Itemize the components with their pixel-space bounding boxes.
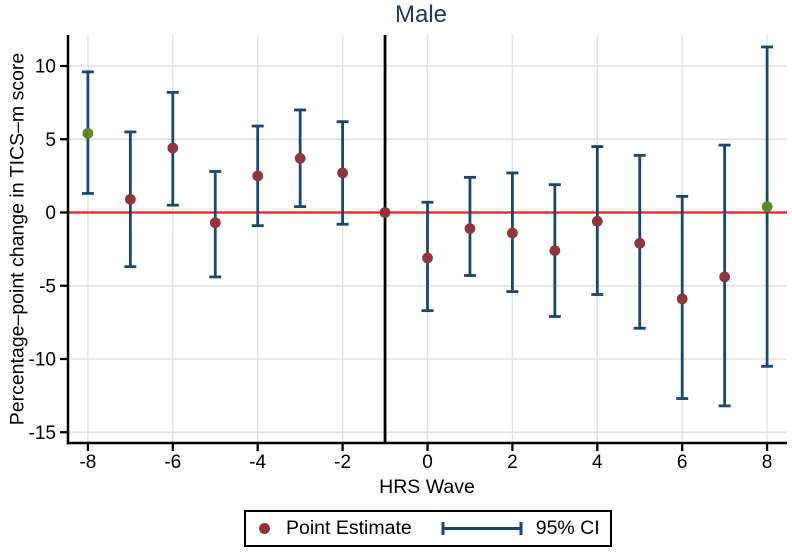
x-tick-label: 8 [762, 452, 773, 473]
point-marker [209, 217, 221, 229]
x-tick-label: -2 [334, 452, 351, 473]
point-marker [591, 215, 603, 227]
ci-legend-glyph [441, 522, 523, 535]
x-tick-label: -6 [164, 452, 181, 473]
legend: Point Estimate 95% CI [244, 510, 612, 547]
y-tick-label: -10 [29, 350, 56, 371]
chart-title: Male [394, 1, 448, 28]
x-tick-label: 6 [677, 452, 688, 473]
point-marker [549, 245, 561, 256]
x-axis-label: HRS Wave [379, 476, 475, 498]
point-marker [167, 142, 179, 154]
point-marker [124, 193, 136, 205]
y-tick-label: -15 [29, 423, 56, 444]
point-marker [422, 252, 433, 264]
point-marker-highlight [82, 127, 94, 139]
x-tick-label: 0 [422, 452, 433, 473]
y-tick-label: -5 [39, 276, 56, 297]
point-marker [379, 207, 391, 218]
y-tick-label: 10 [35, 57, 56, 78]
x-tick-label: -8 [79, 452, 96, 473]
legend-point-estimate-label: Point Estimate [286, 517, 412, 539]
point-marker [337, 167, 348, 179]
point-marker [252, 170, 264, 182]
point-marker [719, 271, 731, 283]
point-marker [294, 152, 306, 164]
point-marker [464, 223, 476, 235]
x-tick-label: 4 [592, 452, 603, 473]
y-tick-label: 5 [45, 130, 56, 151]
legend-ci-label: 95% CI [535, 517, 600, 539]
point-estimate-swatch [259, 523, 270, 534]
x-tick-label: -4 [249, 452, 266, 473]
point-marker [676, 293, 688, 305]
x-tick-label: 2 [507, 452, 518, 473]
point-marker [507, 227, 518, 239]
point-marker-highlight [761, 201, 773, 213]
point-marker [634, 237, 646, 249]
y-tick-label: 0 [45, 203, 56, 224]
y-axis-label: Percentage–point change in TICS–m score [6, 52, 29, 426]
